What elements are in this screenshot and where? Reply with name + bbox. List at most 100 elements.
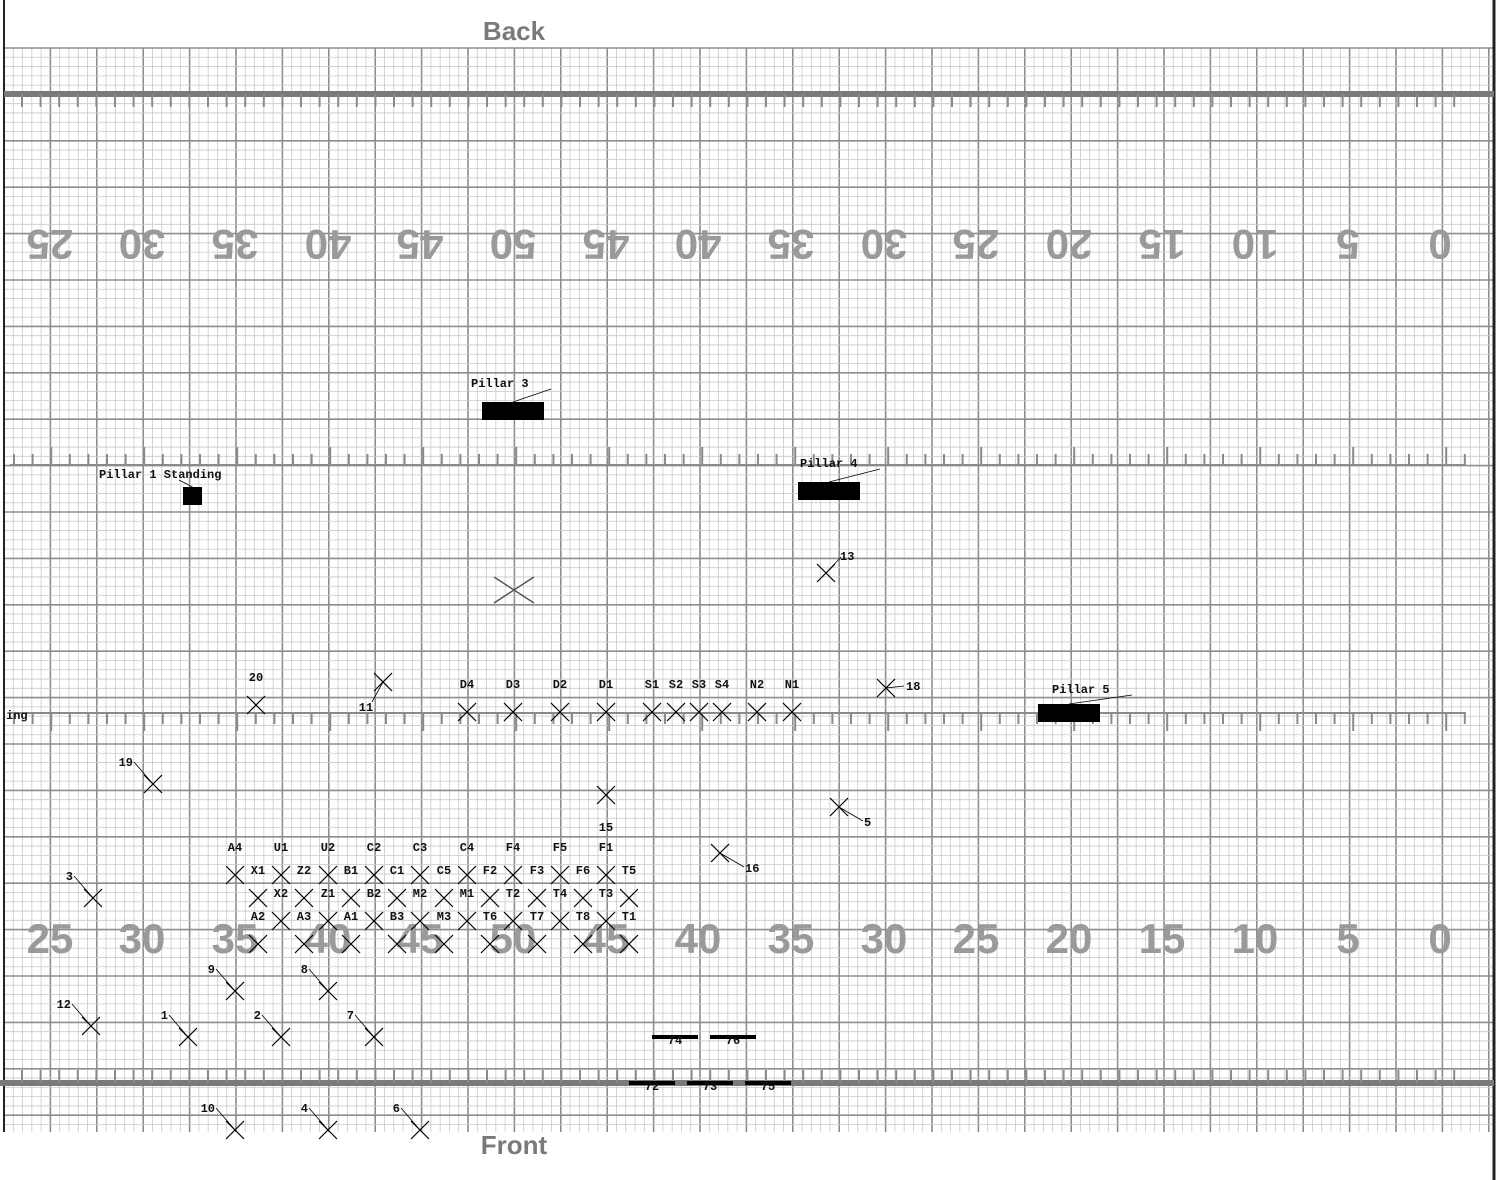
performer-label: T3 xyxy=(599,887,613,901)
performer-label: F5 xyxy=(553,841,567,855)
performer-label: T1 xyxy=(622,910,636,924)
yard-number-bottom: 40 xyxy=(305,915,352,962)
performer-label: 19 xyxy=(119,756,133,770)
performer-leader xyxy=(168,1014,189,1038)
performer-label: 10 xyxy=(201,1102,215,1116)
performer-mark xyxy=(747,702,767,722)
performer-mark xyxy=(527,888,547,908)
performer-mark xyxy=(457,702,477,722)
performer-label: A4 xyxy=(228,841,242,855)
performer-mark xyxy=(248,888,268,908)
performer-label: C4 xyxy=(460,841,474,855)
performer-leader xyxy=(73,875,94,899)
performer-mark xyxy=(434,888,454,908)
performer-leader xyxy=(400,1107,421,1131)
performer-mark xyxy=(318,865,338,885)
performer-mark xyxy=(457,911,477,931)
yard-number-top: 25 xyxy=(953,221,1000,268)
performer-label: D4 xyxy=(460,678,474,692)
performer-leader xyxy=(133,761,154,785)
performer-label: B2 xyxy=(367,887,381,901)
performer-mark xyxy=(387,934,407,954)
performer-mark xyxy=(248,934,268,954)
prop-bar xyxy=(652,1035,698,1039)
performer-leader xyxy=(371,681,384,703)
performer-label: T8 xyxy=(576,910,590,924)
performer-label: S1 xyxy=(645,678,659,692)
performer-mark xyxy=(503,702,523,722)
performer-label: F2 xyxy=(483,864,497,878)
yard-number-top: 40 xyxy=(305,221,352,268)
performer-label: B3 xyxy=(390,910,404,924)
prop-label: 76 xyxy=(726,1034,740,1048)
yard-number-top: 30 xyxy=(119,221,166,268)
performer-label: 3 xyxy=(66,870,73,884)
performer-label: 11 xyxy=(359,701,373,715)
performer-mark xyxy=(550,865,570,885)
yard-number-top: 50 xyxy=(490,221,537,268)
pillar-1-block xyxy=(183,487,202,505)
performer-mark xyxy=(457,865,477,885)
performer-mark xyxy=(480,934,500,954)
performer-label: 15 xyxy=(599,821,613,835)
performer-label: 20 xyxy=(249,671,263,685)
back-label: Back xyxy=(483,16,546,46)
performer-label: 16 xyxy=(745,862,759,876)
yard-number-top: 40 xyxy=(675,221,722,268)
prop-bar xyxy=(710,1035,756,1039)
yard-number-bottom: 30 xyxy=(861,915,908,962)
prop-label: 73 xyxy=(703,1080,717,1094)
performer-mark xyxy=(596,911,616,931)
performer-label: Z2 xyxy=(297,864,311,878)
performer-mark xyxy=(619,934,639,954)
performer-leader xyxy=(71,1003,92,1027)
yard-number-top: 45 xyxy=(397,221,444,268)
pillar-3-block xyxy=(482,402,544,420)
yard-number-bottom: 5 xyxy=(1336,915,1359,962)
yard-number-bottom: 15 xyxy=(1139,915,1186,962)
performer-label: M2 xyxy=(413,887,427,901)
performer-leader xyxy=(354,1014,375,1038)
prop-label: 74 xyxy=(668,1034,682,1048)
performer-label: S4 xyxy=(715,678,729,692)
performer-label: A3 xyxy=(297,910,311,924)
performer-label: 7 xyxy=(347,1009,354,1023)
yard-number-top: 10 xyxy=(1232,221,1279,268)
yard-number-bottom: 30 xyxy=(119,915,166,962)
yard-number-bottom: 50 xyxy=(490,915,537,962)
performer-mark xyxy=(527,934,547,954)
performer-label: 5 xyxy=(864,816,871,830)
performer-mark xyxy=(410,865,430,885)
pillar-4-leader xyxy=(828,468,881,483)
performer-mark xyxy=(573,934,593,954)
performer-label: C3 xyxy=(413,841,427,855)
prop-label: 75 xyxy=(761,1080,775,1094)
performer-leader xyxy=(261,1014,282,1038)
yard-numbers: 25 30 35 40 45 50 45 40 35 30 25 20 15 10 5 025 30 35 40 45… xyxy=(27,221,1452,962)
performer-mark xyxy=(596,785,616,805)
performer-label: N2 xyxy=(750,678,764,692)
performer-label: A1 xyxy=(344,910,358,924)
yard-number-bottom: 45 xyxy=(583,915,630,962)
performer-label: C2 xyxy=(367,841,381,855)
performer-mark xyxy=(271,865,291,885)
performer-label: T4 xyxy=(553,887,567,901)
performer-leader xyxy=(308,1107,329,1131)
yard-number-bottom: 0 xyxy=(1428,915,1451,962)
performer-leader xyxy=(215,1107,236,1131)
performer-label: 9 xyxy=(208,963,215,977)
performer-mark xyxy=(318,911,338,931)
performer-label: 4 xyxy=(301,1102,308,1116)
performer-label: T2 xyxy=(506,887,520,901)
performer-label: C5 xyxy=(437,864,451,878)
performer-mark xyxy=(550,702,570,722)
performer-label: 1 xyxy=(161,1009,168,1023)
performer-mark xyxy=(712,702,732,722)
performer-label: S2 xyxy=(669,678,683,692)
performer-label: B1 xyxy=(344,864,358,878)
pillar-1-label: Pillar 1 Standing xyxy=(99,468,221,482)
performer-label: 18 xyxy=(906,680,920,694)
performer-label: T7 xyxy=(530,910,544,924)
performer-label: M3 xyxy=(437,910,451,924)
